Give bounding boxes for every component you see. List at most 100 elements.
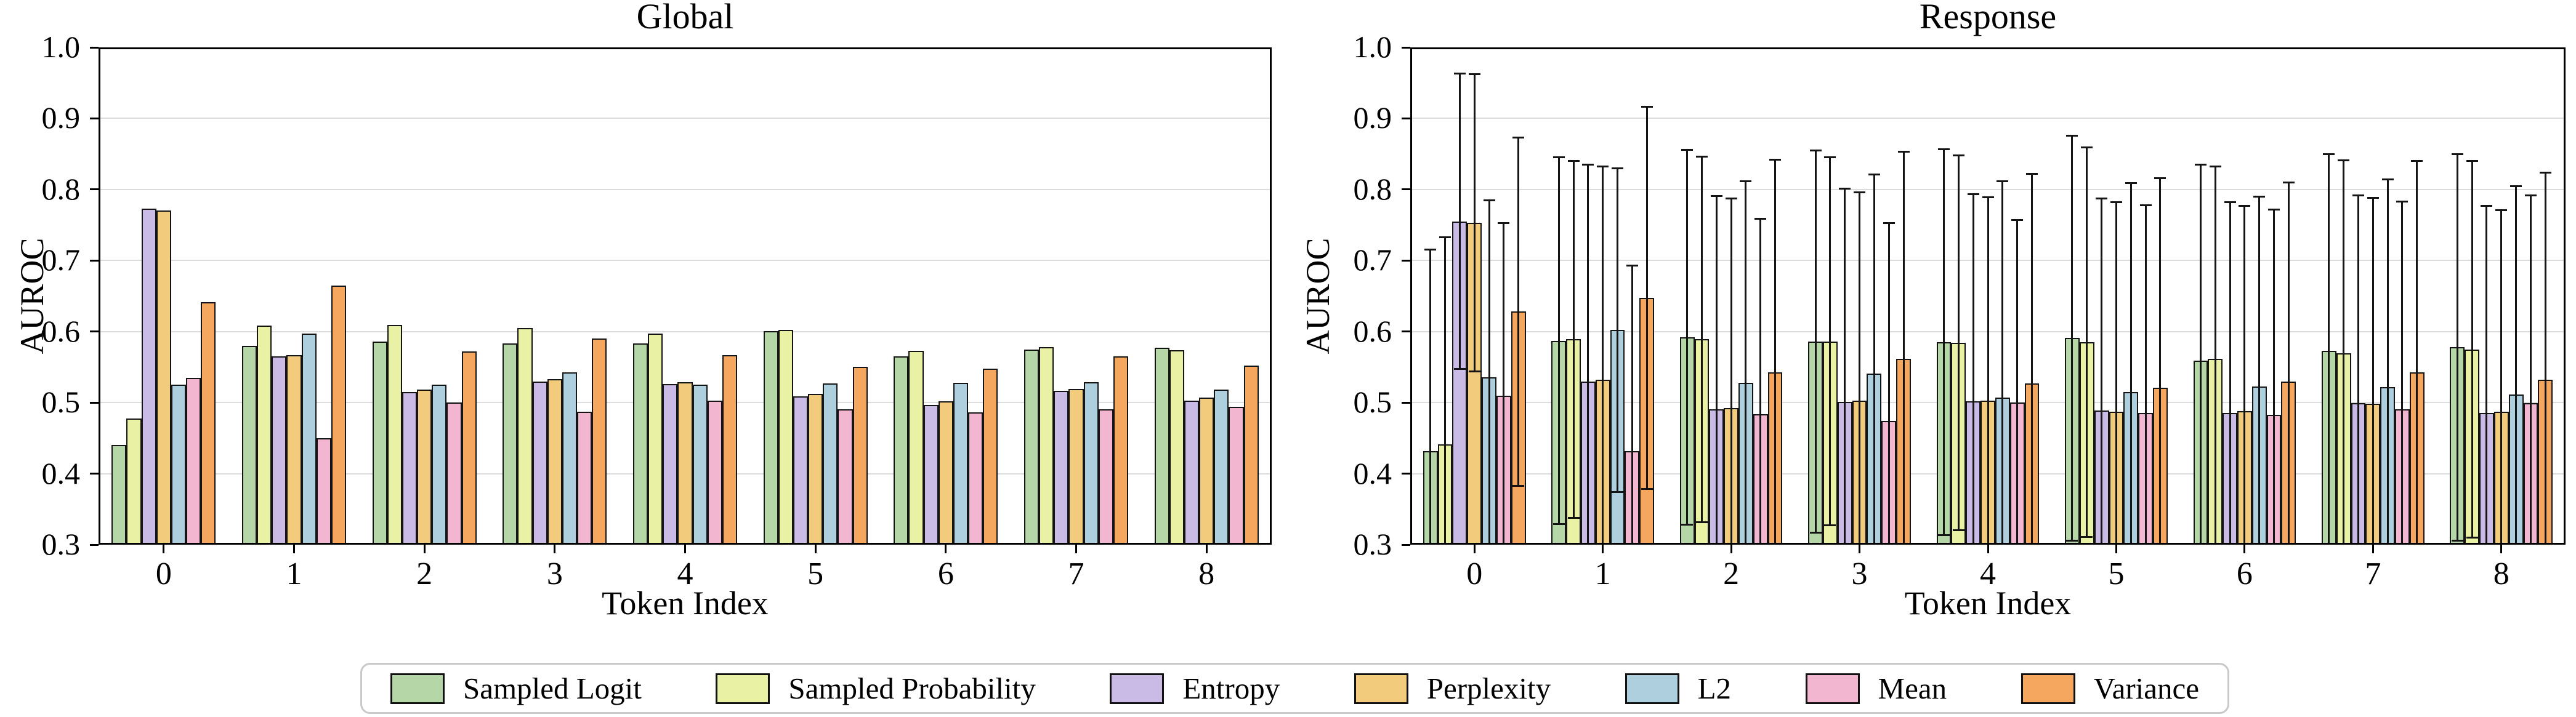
error-bar-cap-top	[2110, 201, 2122, 204]
error-bar-cap-bottom	[1453, 368, 1466, 371]
legend-swatch-icon	[2021, 673, 2075, 704]
y-tick-mark	[1402, 188, 1410, 191]
x-tick-mark	[2243, 545, 2246, 553]
gridline-y-0.7	[99, 260, 1272, 262]
error-bar	[2115, 202, 2117, 545]
y-tick-label: 0.3	[1353, 527, 1392, 561]
bar-sampled-logit-token-2	[372, 341, 387, 545]
bar-perplexity-token-6	[938, 401, 953, 545]
error-bar	[2401, 201, 2404, 545]
error-bar	[2287, 182, 2290, 545]
error-bar-cap-top	[2209, 166, 2221, 168]
error-bar-cap-top	[1710, 194, 1722, 197]
x-tick-label: 4	[677, 556, 693, 591]
error-bar-cap-top	[1552, 156, 1565, 159]
bar-variance-token-3	[592, 338, 607, 545]
error-bar-cap-top	[2154, 177, 2166, 179]
bar-sampled-probability-token-2	[387, 325, 402, 545]
error-bar-cap-top	[2466, 160, 2478, 162]
error-bar-cap-bottom	[1611, 491, 1623, 494]
error-bar-cap-bottom	[1952, 529, 1964, 532]
error-bar	[2273, 209, 2275, 545]
error-bar	[1503, 223, 1505, 545]
bar-l2-token-8	[1214, 390, 1229, 545]
bar-perplexity-token-2	[417, 390, 432, 545]
y-tick-mark	[1402, 330, 1410, 333]
error-bar	[1730, 198, 1732, 545]
x-tick-label: 8	[1198, 556, 1215, 591]
bar-entropy-token-3	[532, 381, 547, 545]
error-bar	[1759, 218, 1762, 545]
error-bar	[2529, 195, 2532, 545]
error-bar	[2544, 172, 2546, 545]
error-bar-cap-top	[2096, 198, 2108, 200]
error-bar-cap-top	[2510, 185, 2522, 187]
error-bar-cap-top	[1769, 158, 1782, 161]
error-bar-cap-top	[1952, 154, 1964, 156]
x-tick-mark	[163, 545, 165, 553]
error-bar	[2471, 161, 2473, 538]
bar-l2-token-5	[823, 383, 838, 545]
error-bar	[1645, 106, 1648, 489]
bar-variance-token-4	[722, 354, 738, 545]
bar-mean-token-4	[707, 400, 722, 545]
bar-sampled-logit-token-6	[894, 356, 909, 545]
legend-item-entropy: Entropy	[1110, 671, 1280, 706]
legend-label: L2	[1697, 671, 1732, 705]
bar-sampled-probability-token-4	[648, 334, 663, 545]
x-tick-mark	[684, 545, 686, 553]
bar-perplexity-token-1	[286, 354, 302, 545]
error-bar	[2386, 179, 2389, 545]
error-bar-cap-bottom	[1468, 370, 1480, 372]
legend-item-sampled-logit: Sampled Logit	[390, 671, 642, 706]
error-bar	[1814, 150, 1817, 533]
error-bar-cap-top	[1839, 188, 1851, 190]
error-bar-cap-top	[1582, 163, 1594, 166]
error-bar-cap-top	[1512, 137, 1525, 139]
error-bar-cap-top	[2139, 204, 2152, 206]
legend-label: Entropy	[1182, 671, 1280, 705]
error-bar-cap-top	[1854, 191, 1866, 193]
legend-swatch-icon	[1625, 673, 1679, 704]
error-bar	[2456, 154, 2458, 541]
error-bar-cap-bottom	[2066, 539, 2078, 542]
x-tick-mark	[554, 545, 556, 553]
error-bar-cap-top	[1897, 151, 1910, 153]
error-bar-cap-top	[2338, 159, 2350, 162]
error-bar	[1902, 151, 1905, 545]
x-tick-mark	[2372, 545, 2374, 553]
legend-item-variance: Variance	[2021, 671, 2199, 706]
y-tick-mark	[1402, 46, 1410, 49]
y-tick-mark	[90, 330, 99, 333]
x-tick-label: 5	[2108, 556, 2125, 591]
bar-perplexity-token-8	[1199, 398, 1214, 545]
legend: Sampled Logit Sampled Probability Entropy P…	[360, 663, 2229, 714]
error-bar-cap-top	[1641, 106, 1653, 108]
error-bar	[2016, 220, 2019, 545]
error-bar-cap-top	[1597, 166, 1609, 168]
legend-item-l2: L2	[1625, 671, 1731, 706]
error-bar-cap-bottom	[1695, 521, 1708, 523]
bar-l2-token-0	[171, 385, 187, 545]
legend-swatch-icon	[390, 673, 445, 704]
error-bar-cap-top	[1754, 217, 1767, 220]
error-bar	[1473, 74, 1476, 372]
error-bar	[2500, 210, 2503, 545]
error-bar	[1957, 155, 1960, 531]
x-tick-mark	[945, 545, 947, 553]
error-bar	[2144, 205, 2147, 545]
bar-l2-token-4	[692, 385, 708, 545]
error-bar	[2030, 174, 2033, 545]
x-tick-label: 6	[937, 556, 954, 591]
bar-sampled-probability-token-1	[257, 326, 272, 545]
y-tick-label: 0.4	[1353, 455, 1392, 491]
bar-entropy-token-5	[793, 396, 809, 545]
error-bar-cap-top	[2411, 160, 2423, 162]
legend-label: Mean	[1878, 671, 1947, 705]
bar-entropy-token-2	[402, 391, 418, 545]
y-tick-label: 0.8	[41, 171, 81, 206]
x-axis-label-global: Token Index	[602, 585, 769, 622]
x-tick-label: 3	[546, 556, 563, 591]
y-tick-label: 1.0	[41, 30, 81, 64]
error-bar-cap-top	[1824, 156, 1836, 159]
